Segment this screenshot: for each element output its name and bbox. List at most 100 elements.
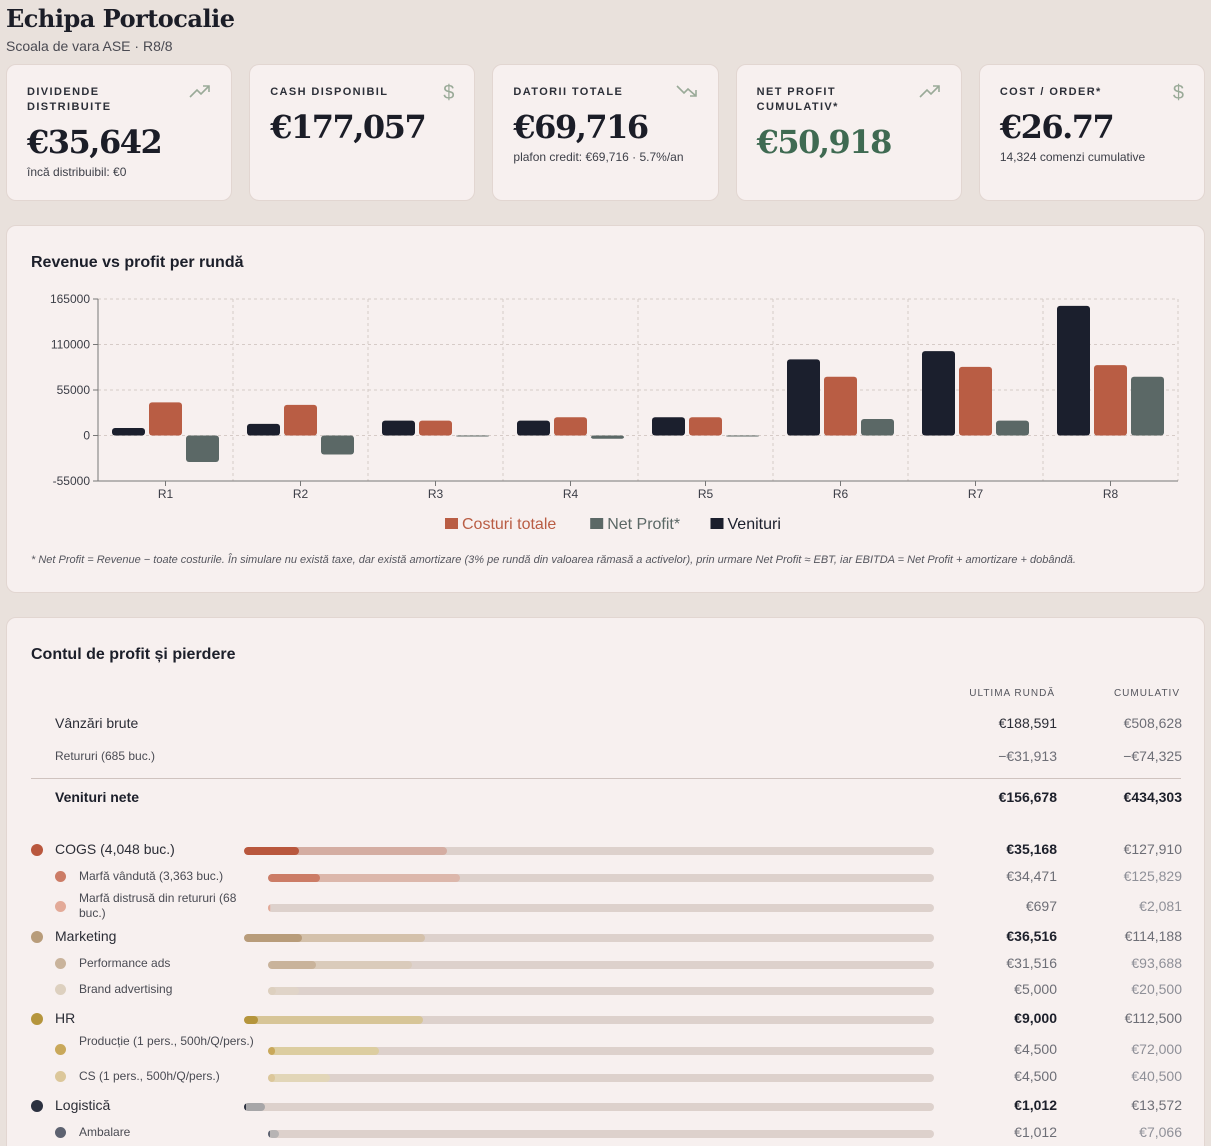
y-tick-label: 0 bbox=[83, 429, 90, 443]
bar-net-profit--r6 bbox=[861, 418, 894, 436]
cost-bar bbox=[268, 1130, 934, 1138]
kpi-card-debt: DATORII TOTALE €69,716 plafon credit: €6… bbox=[492, 64, 719, 201]
cost-bar bbox=[268, 874, 934, 882]
cost-bar-last-fill bbox=[268, 961, 316, 969]
cost-subcategory-row: Marfă vândută (3,363 buc.) €34,471 €125,82… bbox=[7, 865, 1206, 887]
cost-bar-cumulative-fill bbox=[244, 847, 447, 855]
cost-bar-last-fill bbox=[268, 904, 270, 912]
revenue-profit-chart: -55000 0 55000 110000 165000 R1 R2 R3 R4 R5 R6 R7 R8… bbox=[50, 292, 1179, 533]
cost-category-row: Marketing €36,516 €114,188 bbox=[7, 925, 1206, 947]
value-cumulative: €72,000 bbox=[1131, 1041, 1182, 1057]
row-label: Logistică bbox=[55, 1097, 111, 1113]
kpi-card-cash: CASH DISPONIBIL $ €177,057 bbox=[249, 64, 476, 201]
x-tick-label: R5 bbox=[698, 487, 714, 501]
value-last: €36,516 bbox=[1006, 928, 1057, 944]
bar-venituri-r8 bbox=[1057, 305, 1090, 436]
col-header-last-round: ULTIMA RUNDĂ bbox=[969, 688, 1055, 699]
kpi-row: DIVIDENDE DISTRIBUITE €35,642 încă distr… bbox=[6, 64, 1206, 201]
legend-label: Costuri totale bbox=[462, 516, 556, 533]
value-cumulative: €127,910 bbox=[1123, 841, 1182, 857]
cost-subcategory-row: Ambalare €1,012 €7,066 bbox=[7, 1121, 1206, 1143]
value-cumulative: −€74,325 bbox=[1123, 748, 1182, 764]
cost-category-row: COGS (4,048 buc.) €35,168 €127,910 bbox=[7, 838, 1206, 860]
value-last: €1,012 bbox=[1014, 1124, 1057, 1140]
cost-bar bbox=[244, 1016, 934, 1024]
y-tick-label: -55000 bbox=[53, 474, 91, 488]
gross-sales-row: Vânzări brute €188,591 €508,628 bbox=[7, 712, 1206, 734]
cost-bar-last-fill bbox=[268, 987, 276, 995]
row-label: CS (1 pers., 500h/Q/pers.) bbox=[79, 1069, 220, 1083]
legend-label: Venituri bbox=[728, 516, 781, 533]
cost-category-row: Logistică €1,012 €13,572 bbox=[7, 1094, 1206, 1116]
cost-bar-cumulative-fill bbox=[244, 1016, 423, 1024]
cost-bar-cumulative-fill bbox=[268, 1047, 379, 1055]
divider bbox=[31, 778, 1181, 779]
value-last: €156,678 bbox=[998, 789, 1057, 805]
row-label: Performance ads bbox=[79, 956, 171, 970]
bar-costuri-totale-r2 bbox=[284, 404, 317, 436]
cost-bar bbox=[268, 1074, 934, 1082]
category-dot bbox=[55, 1127, 66, 1138]
cost-bar-last-fill bbox=[244, 847, 300, 855]
page-subtitle: Scoala de vara ASE · R8/8 bbox=[6, 38, 173, 54]
value-last: €188,591 bbox=[998, 715, 1057, 731]
legend-swatch bbox=[445, 518, 458, 529]
value-cumulative: €20,500 bbox=[1131, 981, 1182, 997]
category-dot bbox=[55, 1044, 66, 1055]
legend-swatch bbox=[710, 518, 724, 529]
cost-bar-last-fill bbox=[268, 874, 320, 882]
kpi-card-cost-per-order: COST / ORDER* $ €26.77 14,324 comenzi cu… bbox=[978, 64, 1206, 201]
value-cumulative: €508,628 bbox=[1123, 715, 1182, 731]
legend-swatch bbox=[590, 518, 604, 529]
cost-bar-last-fill bbox=[268, 1047, 275, 1055]
x-tick-label: R2 bbox=[293, 487, 309, 501]
row-label: Brand advertising bbox=[79, 982, 173, 996]
cost-category-row: HR €9,000 €112,500 bbox=[7, 1007, 1206, 1029]
bar-costuri-totale-r5 bbox=[689, 417, 722, 436]
cost-subcategory-row: CS (1 pers., 500h/Q/pers.) €4,500 €40,500 bbox=[7, 1065, 1206, 1087]
bar-venituri-r4 bbox=[517, 420, 550, 436]
returns-row: Retururi (685 buc.) −€31,913 −€74,325 bbox=[7, 745, 1206, 767]
revenue-profit-chart-card: Revenue vs profit per rundă -55000 0 55000… bbox=[6, 225, 1205, 593]
category-dot bbox=[31, 1013, 43, 1025]
value-last: €4,500 bbox=[1014, 1041, 1057, 1057]
kpi-label: DIVIDENDE DISTRIBUITE bbox=[27, 86, 112, 113]
trending-up-icon bbox=[189, 82, 211, 105]
bar-costuri-totale-r4 bbox=[554, 417, 587, 436]
value-cumulative: €2,081 bbox=[1139, 898, 1182, 914]
bar-venituri-r2 bbox=[247, 423, 280, 436]
cost-bar bbox=[244, 1103, 934, 1111]
kpi-value: €50,918 bbox=[756, 123, 893, 161]
cost-bar bbox=[244, 934, 934, 942]
row-label: COGS (4,048 buc.) bbox=[55, 841, 175, 857]
bar-venituri-r6 bbox=[787, 359, 820, 436]
profit-loss-card: Contul de profit și pierdere ULTIMA RUND… bbox=[6, 617, 1205, 1146]
cost-bar bbox=[268, 904, 934, 912]
team-title: Echipa Portocalie bbox=[6, 4, 235, 33]
cost-subcategory-row: Brand advertising €5,000 €20,500 bbox=[7, 978, 1206, 1000]
cost-bar-last-fill bbox=[244, 934, 302, 942]
bar-venituri-r5 bbox=[652, 417, 685, 436]
chart-title: Revenue vs profit per rundă bbox=[31, 254, 244, 271]
dollar-icon: $ bbox=[443, 82, 455, 104]
x-tick-label: R4 bbox=[563, 487, 579, 501]
value-last: €5,000 bbox=[1014, 981, 1057, 997]
row-label: Marfă vândută (3,363 buc.) bbox=[79, 869, 224, 883]
value-last: €697 bbox=[1025, 898, 1057, 914]
row-label: Retururi (685 buc.) bbox=[55, 749, 156, 763]
value-cumulative: €434,303 bbox=[1123, 789, 1182, 805]
value-last: €31,516 bbox=[1006, 955, 1057, 971]
x-tick-label: R7 bbox=[968, 487, 984, 501]
value-cumulative: €13,572 bbox=[1131, 1097, 1182, 1113]
bar-net-profit--r1 bbox=[186, 435, 219, 462]
value-cumulative: €125,829 bbox=[1123, 868, 1182, 884]
value-last: €4,500 bbox=[1014, 1068, 1057, 1084]
cost-bar-last-fill bbox=[244, 1016, 258, 1024]
cost-subcategory-row: Producție (1 pers., 500h/Q/pers.) €4,500 €… bbox=[7, 1034, 1206, 1060]
kpi-label: CASH DISPONIBIL bbox=[270, 86, 389, 98]
bar-net-profit--r4 bbox=[591, 435, 624, 439]
bar-net-profit--r5 bbox=[726, 435, 759, 437]
cost-bar-cumulative-fill bbox=[268, 961, 412, 969]
y-tick-label: 165000 bbox=[50, 292, 90, 306]
cost-bar bbox=[268, 1047, 934, 1055]
